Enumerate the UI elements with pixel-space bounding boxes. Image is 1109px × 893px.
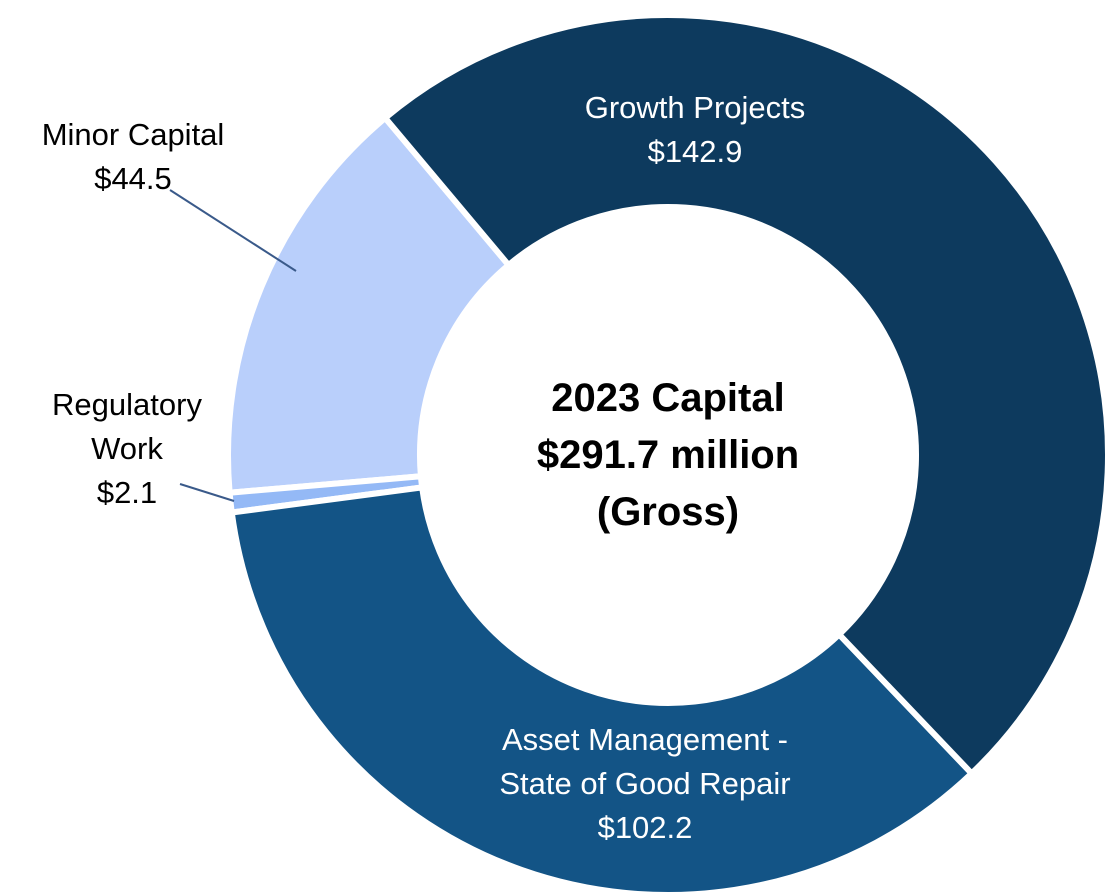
category-label: Minor Capital <box>41 117 225 152</box>
value-label: $44.5 <box>94 161 172 196</box>
leader-line <box>169 189 297 272</box>
center-title: 2023 Capital $291.7 million (Gross) <box>536 376 800 534</box>
slice-label: Minor Capital $44.5 <box>3 113 263 201</box>
category-label: Growth Projects <box>584 90 806 125</box>
donut-slice <box>225 113 513 496</box>
slice-label: Growth Projects $142.9 <box>535 86 855 174</box>
category-label: Regulatory Work <box>52 387 202 466</box>
category-label: Asset Management - State of Good Repair <box>499 722 791 801</box>
donut-slice <box>228 484 976 893</box>
donut-slice <box>380 12 1109 778</box>
leader-line <box>179 483 235 502</box>
slice-label: Regulatory Work $2.1 <box>32 383 222 515</box>
slice-label: Asset Management - State of Good Repair $… <box>465 718 825 850</box>
value-label: $2.1 <box>96 475 158 510</box>
value-label: $102.2 <box>597 810 693 845</box>
value-label: $142.9 <box>647 134 743 169</box>
